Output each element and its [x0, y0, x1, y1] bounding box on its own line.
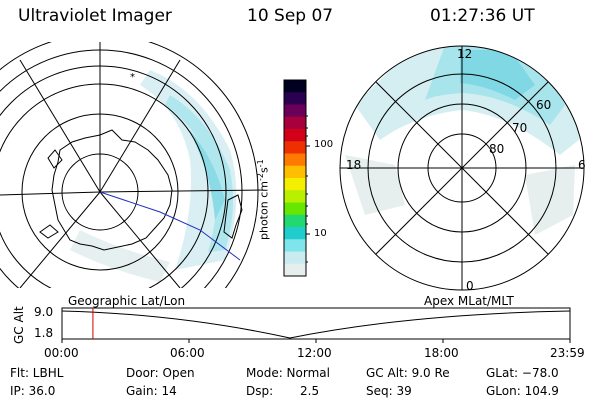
altitude-ytick-high: 9.0 [34, 305, 54, 319]
colorbar-band [284, 251, 306, 265]
colorbar-band [284, 141, 306, 154]
mlt-label-12: 12 [457, 47, 473, 61]
colorbar-gradient [284, 80, 306, 277]
gcalt-stat: GC Alt: 9.0 Re [366, 366, 450, 380]
mlat-label-80: 80 [489, 142, 505, 156]
colorbar-band [284, 239, 306, 252]
star-marker: * [130, 72, 135, 83]
altitude-ytick-low: 1.8 [34, 326, 54, 340]
date-label: 10 Sep 07 [247, 6, 334, 26]
colorbar-band [284, 116, 306, 130]
longitude-lines [0, 42, 262, 288]
door-stat: Door: Open [126, 366, 195, 380]
colorbar-band [284, 190, 306, 203]
filter-stat: Flt: LBHL [10, 366, 64, 380]
antarctica-coastline [51, 129, 173, 251]
colorbar-band [284, 263, 306, 277]
mlt-label-6: 6 [578, 158, 586, 172]
mode-stat: Mode: Normal [246, 366, 330, 380]
time-tick-1200: 12:00 [297, 346, 332, 360]
colorbar-unit-s: s [257, 167, 271, 174]
time-tick-1800: 18:00 [424, 346, 459, 360]
mlt-lines [340, 46, 584, 290]
colorbar-band [284, 104, 306, 118]
colorbar-tick-label-100: 100 [314, 139, 334, 150]
colorbar-band [284, 92, 306, 105]
altitude-plot [61, 307, 571, 343]
colorbar-band [284, 129, 306, 142]
colorbar-band [284, 153, 306, 167]
ground-track [99, 191, 241, 261]
colorbar-unit-label: photon cm-2s-1 [256, 159, 271, 240]
mlat-label-60: 60 [536, 98, 552, 112]
gain-stat: Gain: 14 [126, 384, 177, 398]
mlat-label-70: 70 [512, 121, 528, 135]
colorbar [283, 79, 310, 277]
colorbar-unit-exp2: -1 [256, 159, 265, 168]
uv-emission-swath-magnetic [345, 46, 584, 235]
time-label: 01:27:36 UT [430, 6, 535, 26]
seq-stat: Seq: 39 [366, 384, 412, 398]
apex-label: Apex MLat/MLT [424, 294, 514, 308]
geographic-label: Geographic Lat/Lon [68, 294, 186, 308]
instrument-title: Ultraviolet Imager [18, 6, 172, 26]
colorbar-band [284, 165, 306, 179]
glon-stat: GLon: 104.9 [486, 384, 559, 398]
colorbar-band [284, 214, 306, 228]
mlt-label-0: 0 [466, 279, 474, 293]
colorbar-tick-label-10: 10 [314, 228, 327, 239]
uv-emission-swath [70, 70, 237, 282]
ip-stat: IP: 36.0 [10, 384, 56, 398]
dsp-stat-value: 2.5 [300, 384, 320, 398]
colorbar-band [284, 202, 306, 216]
glat-stat: GLat: −78.0 [486, 366, 559, 380]
time-tick-2359: 23:59 [550, 346, 585, 360]
magnetic-map [339, 45, 585, 291]
altitude-ylabel: GC Alt [12, 306, 26, 344]
geographic-map: * [0, 42, 262, 288]
colorbar-unit-text: photon cm [257, 181, 271, 240]
time-tick-0000: 00:00 [44, 346, 79, 360]
colorbar-band [284, 227, 306, 240]
colorbar-unit-exp1: -2 [256, 173, 265, 182]
altitude-curve [61, 310, 571, 339]
dsp-stat-label: Dsp: [246, 384, 274, 398]
time-tick-0600: 06:00 [170, 346, 205, 360]
colorbar-band [284, 80, 306, 93]
mlt-label-18: 18 [346, 158, 362, 172]
colorbar-band [284, 178, 306, 191]
